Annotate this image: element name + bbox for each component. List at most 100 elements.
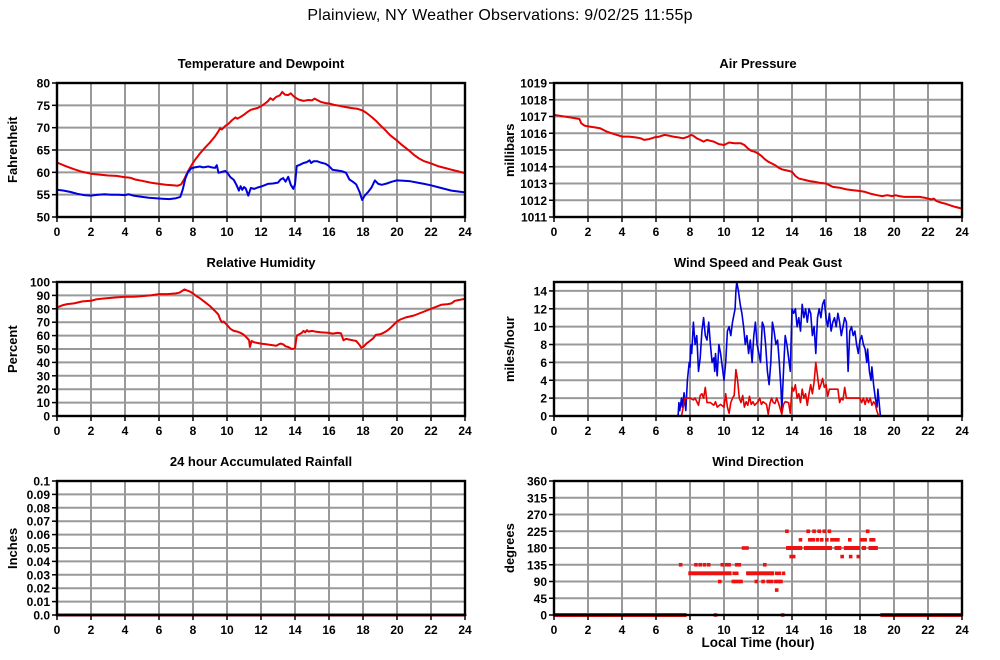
- svg-text:14: 14: [785, 623, 799, 637]
- svg-text:4: 4: [619, 424, 626, 438]
- svg-text:10: 10: [220, 623, 234, 637]
- svg-text:10: 10: [717, 424, 731, 438]
- chart-air-pressure: Air Pressure millibars 0 2 4 6 8 10 12 14 16 18 20…: [497, 45, 997, 262]
- svg-text:8: 8: [687, 225, 694, 239]
- svg-text:4: 4: [540, 374, 547, 388]
- svg-text:20: 20: [887, 623, 901, 637]
- svg-text:70: 70: [37, 121, 51, 135]
- svg-text:6: 6: [156, 225, 163, 239]
- svg-text:10: 10: [220, 424, 234, 438]
- svg-text:20: 20: [887, 424, 901, 438]
- svg-text:2: 2: [88, 424, 95, 438]
- svg-text:0: 0: [43, 410, 50, 424]
- svg-text:6: 6: [156, 424, 163, 438]
- svg-text:0: 0: [551, 225, 558, 239]
- svg-text:60: 60: [37, 166, 51, 180]
- svg-text:0: 0: [54, 424, 61, 438]
- svg-text:6: 6: [653, 225, 660, 239]
- svg-text:22: 22: [921, 623, 935, 637]
- svg-text:2: 2: [585, 225, 592, 239]
- svg-text:16: 16: [322, 424, 336, 438]
- svg-text:75: 75: [37, 99, 51, 113]
- svg-text:22: 22: [424, 623, 438, 637]
- svg-text:2: 2: [540, 392, 547, 406]
- svg-text:0.07: 0.07: [27, 515, 51, 529]
- svg-text:2: 2: [585, 424, 592, 438]
- svg-text:6: 6: [540, 356, 547, 370]
- svg-text:135: 135: [527, 558, 547, 572]
- svg-text:1012: 1012: [520, 194, 547, 208]
- page-title: Plainview, NY Weather Observations: 9/02…: [307, 7, 693, 24]
- svg-text:10: 10: [717, 225, 731, 239]
- svg-text:10: 10: [37, 396, 51, 410]
- svg-text:0.05: 0.05: [27, 542, 51, 556]
- svg-text:1014: 1014: [520, 160, 547, 174]
- svg-text:50: 50: [37, 211, 51, 225]
- svg-text:12: 12: [751, 424, 765, 438]
- svg-text:1015: 1015: [520, 144, 547, 158]
- svg-text:20: 20: [887, 225, 901, 239]
- chart-title: Air Pressure: [719, 56, 797, 71]
- svg-text:12: 12: [534, 302, 548, 316]
- svg-text:18: 18: [853, 623, 867, 637]
- svg-text:360: 360: [527, 475, 547, 489]
- svg-text:60: 60: [37, 329, 51, 343]
- svg-text:0.0: 0.0: [33, 609, 50, 623]
- svg-text:0.02: 0.02: [27, 582, 51, 596]
- svg-text:10: 10: [534, 320, 548, 334]
- svg-text:90: 90: [534, 575, 548, 589]
- svg-text:80: 80: [37, 302, 51, 316]
- svg-text:180: 180: [527, 542, 547, 556]
- svg-text:1017: 1017: [520, 110, 547, 124]
- svg-text:10: 10: [220, 225, 234, 239]
- svg-text:0: 0: [540, 410, 547, 424]
- svg-text:14: 14: [785, 225, 799, 239]
- svg-text:4: 4: [122, 623, 129, 637]
- svg-text:18: 18: [356, 623, 370, 637]
- svg-text:24: 24: [458, 623, 472, 637]
- svg-text:55: 55: [37, 188, 51, 202]
- svg-text:22: 22: [921, 424, 935, 438]
- svg-text:12: 12: [254, 623, 268, 637]
- svg-text:0: 0: [551, 424, 558, 438]
- svg-text:8: 8: [687, 623, 694, 637]
- svg-text:0.03: 0.03: [27, 568, 51, 582]
- svg-text:0: 0: [54, 225, 61, 239]
- svg-text:18: 18: [853, 424, 867, 438]
- chart-wind-direction: Wind Direction degrees 0 2 4 6 8 10 12 14 16 18 20…: [497, 443, 997, 660]
- svg-text:1018: 1018: [520, 93, 547, 107]
- svg-text:0.01: 0.01: [27, 595, 51, 609]
- svg-text:315: 315: [527, 491, 547, 505]
- svg-text:0: 0: [540, 609, 547, 623]
- svg-text:22: 22: [424, 424, 438, 438]
- svg-text:8: 8: [687, 424, 694, 438]
- svg-text:225: 225: [527, 525, 547, 539]
- chart-title: Temperature and Dewpoint: [177, 56, 345, 71]
- plot-canvas: 0 2 4 6 8 10 12 14 16 18 20 22 240102030405060708090…: [30, 276, 472, 439]
- svg-text:20: 20: [390, 225, 404, 239]
- svg-text:16: 16: [819, 623, 833, 637]
- svg-text:8: 8: [190, 225, 197, 239]
- chart-title: Wind Speed and Peak Gust: [673, 255, 843, 270]
- svg-text:4: 4: [619, 225, 626, 239]
- svg-text:2: 2: [88, 623, 95, 637]
- svg-text:100: 100: [30, 276, 50, 290]
- svg-text:270: 270: [527, 508, 547, 522]
- svg-text:1019: 1019: [520, 77, 547, 91]
- svg-text:12: 12: [254, 225, 268, 239]
- svg-text:1016: 1016: [520, 127, 547, 141]
- svg-text:2: 2: [88, 225, 95, 239]
- svg-text:18: 18: [356, 225, 370, 239]
- svg-text:1013: 1013: [520, 177, 547, 191]
- svg-text:24: 24: [458, 225, 472, 239]
- svg-text:6: 6: [653, 424, 660, 438]
- plot-canvas: 0 2 4 6 8 10 12 14 16 18 20 22 240.00.010.020.030.04…: [27, 475, 472, 638]
- svg-text:2: 2: [585, 623, 592, 637]
- svg-text:20: 20: [390, 424, 404, 438]
- svg-text:90: 90: [37, 289, 51, 303]
- svg-text:20: 20: [37, 383, 51, 397]
